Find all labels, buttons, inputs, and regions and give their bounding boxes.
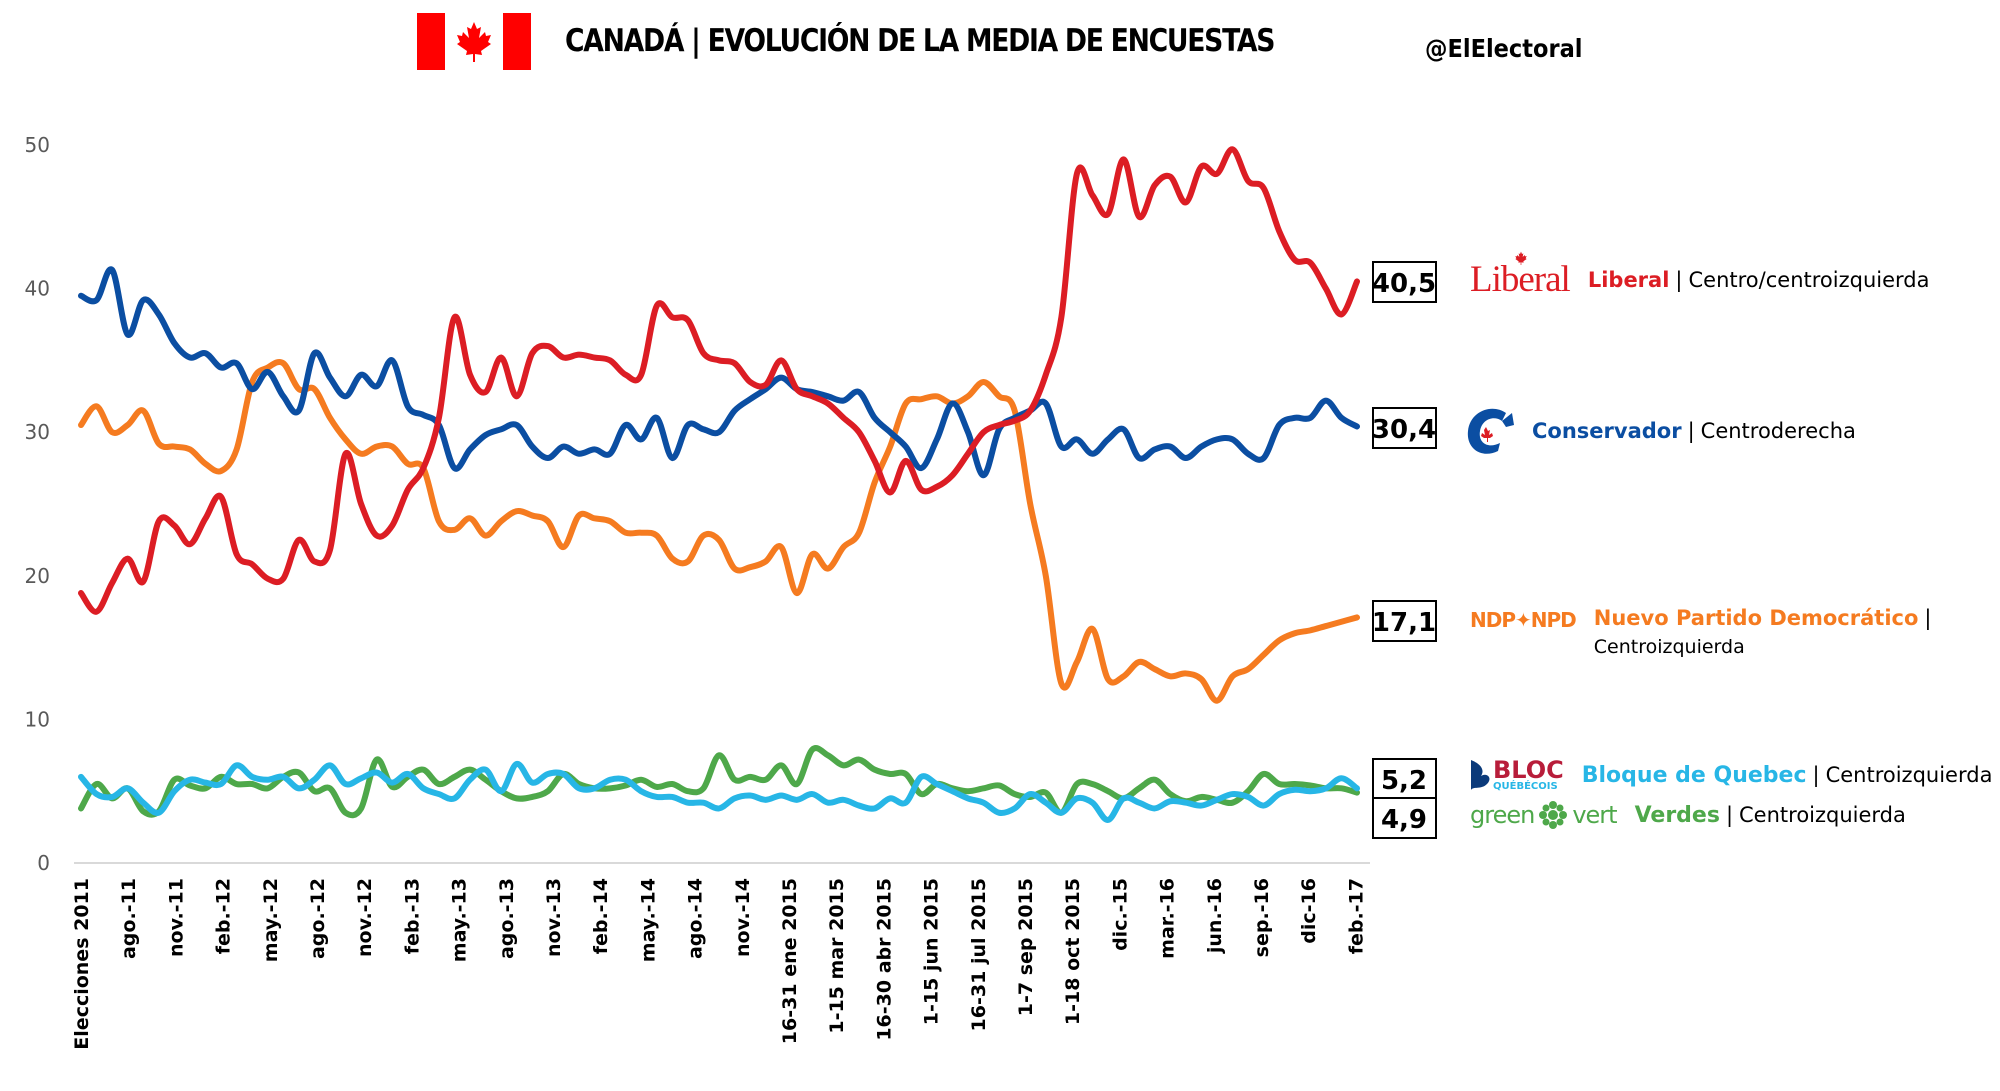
x-tick-label: feb.-17 <box>1345 878 1367 954</box>
x-axis: Elecciones 2011 ago.-11 nov.-11 feb.-12 may.… <box>71 878 1367 1050</box>
y-tick-label: 50 <box>25 133 50 157</box>
legend-party-name: Verdes <box>1634 802 1720 828</box>
x-tick-label: 16-30 abr 2015 <box>873 878 895 1041</box>
series-line-conservador <box>78 266 1360 479</box>
chart-header: CANADÁ | EVOLUCIÓN DE LA MEDIA DE ENCUES… <box>417 12 1390 70</box>
x-tick-label: ago.-14 <box>685 878 707 959</box>
x-tick-label: nov.-11 <box>165 878 187 957</box>
canada-flag-icon <box>417 12 531 70</box>
x-tick-label: 1-18 oct 2015 <box>1062 878 1084 1025</box>
final-value-box-ndp: 17,1 <box>1372 600 1437 642</box>
legend-item-ndp: NDP✦NPD Nuevo Partido Democrático | Centr… <box>1470 606 1937 658</box>
x-tick-label: nov.-12 <box>354 878 376 957</box>
y-tick-label: 30 <box>25 420 50 444</box>
series-line-verdes <box>78 745 1360 819</box>
series-line-liberal <box>78 146 1360 615</box>
final-value-label: 4,9 <box>1381 805 1427 835</box>
ndp-logo-icon: NDP✦NPD <box>1470 608 1577 632</box>
x-tick-label: nov.-14 <box>732 878 754 957</box>
y-tick-label: 20 <box>25 564 50 588</box>
final-value-box-liberal: 40,5 <box>1372 261 1437 303</box>
legend-separator: | <box>1725 803 1734 827</box>
legend-item-verdes: green vert Verdes | Centroizquierda <box>1470 800 1906 830</box>
conservative-logo-icon <box>1462 405 1514 457</box>
x-tick-label: 1-15 mar 2015 <box>826 878 848 1034</box>
legend-party-name: Nuevo Partido Democrático <box>1593 606 1919 630</box>
x-tick-label: 16-31 ene 2015 <box>779 878 801 1044</box>
x-tick-label: ago.-13 <box>496 878 518 959</box>
y-tick-label: 10 <box>25 707 50 731</box>
bloc-logo-icon: BLOC QUÉBÉCOIS <box>1467 758 1564 792</box>
legend-ideology: Centroderecha <box>1700 419 1856 443</box>
x-tick-label: feb.-12 <box>213 878 235 954</box>
x-tick-label: may.-14 <box>637 878 659 962</box>
author-handle: @ElElectoral <box>1425 34 1583 63</box>
x-tick-label: dic.-15 <box>1109 878 1131 951</box>
series-line-ndp <box>78 359 1360 704</box>
legend-ideology: Centroizquierda <box>1825 763 1993 787</box>
x-tick-label: ago.-12 <box>307 878 329 959</box>
final-value-label: 17,1 <box>1372 608 1436 638</box>
legend-item-conservador: Conservador | Centroderecha <box>1462 405 1856 457</box>
legend-item-liberal: Liberal Liberal | Centro/centroizquierda <box>1470 251 1930 301</box>
y-tick-label: 40 <box>25 277 50 301</box>
final-value-box-bloc: 5,2 <box>1372 758 1437 800</box>
x-tick-label: 16-31 jul 2015 <box>968 878 990 1031</box>
x-tick-label: ago.-11 <box>118 878 140 959</box>
x-tick-label: feb.-13 <box>401 878 423 954</box>
y-axis: 0 10 20 30 40 50 <box>25 133 50 875</box>
legend-ideology: Centroizquierda <box>1593 636 1745 658</box>
green-logo-icon: green vert <box>1470 801 1618 829</box>
y-tick-label: 0 <box>37 851 50 875</box>
x-tick-label: 1-7 sep 2015 <box>1015 878 1037 1016</box>
final-value-box-conservador: 30,4 <box>1372 407 1437 449</box>
legend-separator: | <box>1675 267 1683 292</box>
x-tick-label: Elecciones 2011 <box>71 878 93 1050</box>
x-tick-label: mar.-16 <box>1157 878 1179 959</box>
liberal-logo-icon: Liberal <box>1470 251 1571 301</box>
legend-ideology: Centroizquierda <box>1739 803 1906 827</box>
legend-separator: | <box>1812 763 1820 787</box>
x-tick-label: feb.-14 <box>590 878 612 954</box>
final-value-box-verdes: 4,9 <box>1372 797 1437 839</box>
final-value-label: 40,5 <box>1372 269 1436 299</box>
x-tick-label: 1-15 jun 2015 <box>921 878 943 1025</box>
x-tick-label: nov.-13 <box>543 878 565 957</box>
series-line-bloc <box>78 760 1360 823</box>
final-value-labels: 40,5 30,4 17,1 5,2 4,9 <box>1372 261 1437 839</box>
legend-party-name: Liberal <box>1587 267 1670 292</box>
x-tick-label: may.-13 <box>449 878 471 962</box>
chart-title: CANADÁ | EVOLUCIÓN DE LA MEDIA DE ENCUES… <box>565 23 1275 59</box>
legend-party-name: Conservador <box>1532 419 1682 443</box>
legend-separator: | <box>1924 606 1932 630</box>
x-tick-label: may.-12 <box>260 878 282 962</box>
series-lines <box>78 146 1360 823</box>
x-tick-label: sep.-16 <box>1251 878 1273 957</box>
x-tick-label: jun.-16 <box>1204 878 1226 954</box>
final-value-label: 30,4 <box>1372 415 1436 445</box>
x-tick-label: dic-16 <box>1298 878 1320 944</box>
legend-party-name: Bloque de Quebec <box>1581 762 1807 788</box>
legend-item-bloc: BLOC QUÉBÉCOIS Bloque de Quebec | Centro… <box>1467 758 1992 792</box>
legend-ideology: Centro/centroizquierda <box>1688 267 1930 292</box>
legend-separator: | <box>1687 419 1695 443</box>
final-value-label: 5,2 <box>1381 766 1427 796</box>
